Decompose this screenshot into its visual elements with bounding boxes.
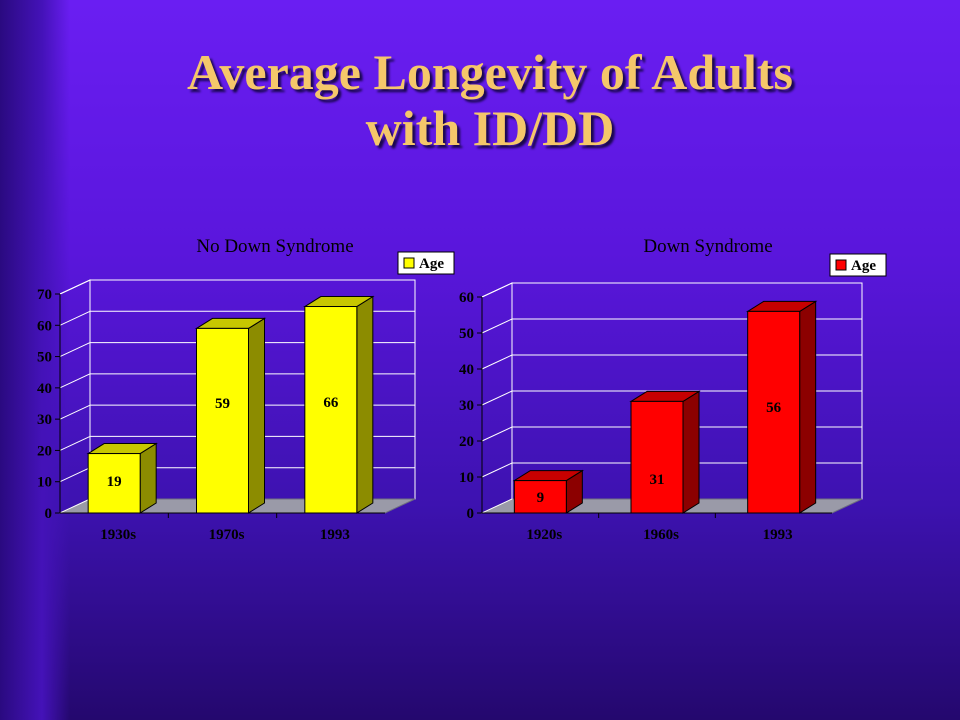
data-label-1: 9 xyxy=(537,490,545,506)
gridline-diag xyxy=(59,373,91,389)
y-tick-label: 10 xyxy=(37,475,52,491)
y-tick-label: 40 xyxy=(37,381,52,397)
x-tick-label-2: 1970s xyxy=(209,527,245,543)
bar-side-2 xyxy=(682,390,700,514)
slide-title: Average Longevity of Adults with ID/DD xyxy=(0,44,960,156)
slide-title-line2: with ID/DD xyxy=(365,100,615,156)
legend-label: Age xyxy=(851,258,876,274)
gridline-diag xyxy=(481,318,513,334)
bar-3 xyxy=(747,310,801,514)
y-tick-label: 40 xyxy=(459,362,474,378)
y-tick-label: 60 xyxy=(37,318,52,334)
gridline-diag xyxy=(59,435,91,451)
chart-1: 0 10 20 30 40 50 60 70 19 1930s 59 1970s 66 1993 No Do… xyxy=(37,236,455,543)
y-tick-label: 20 xyxy=(37,443,52,459)
y-tick-label: 60 xyxy=(459,290,474,306)
chart-title: No Down Syndrome xyxy=(196,236,353,257)
bar-3 xyxy=(304,306,358,514)
y-tick-label: 0 xyxy=(467,506,475,522)
gridline-diag xyxy=(59,404,91,420)
chart-2: 0 10 20 30 40 50 60 9 1920s 31 1960s 56 1993 Down Syn… xyxy=(459,236,887,543)
bar-side-1 xyxy=(139,442,157,514)
gridline-diag xyxy=(59,279,91,295)
data-label-2: 31 xyxy=(650,472,665,488)
y-tick-label: 10 xyxy=(459,470,474,486)
gridline-diag xyxy=(481,426,513,442)
gridline-diag xyxy=(481,282,513,298)
gridline-diag xyxy=(59,310,91,326)
data-label-3: 56 xyxy=(766,400,782,416)
x-tick-label-3: 1993 xyxy=(763,527,793,543)
y-tick-label: 50 xyxy=(37,350,52,366)
gridline-diag xyxy=(59,342,91,358)
bar-1 xyxy=(87,453,141,514)
data-label-2: 59 xyxy=(215,396,230,412)
bar-side-3 xyxy=(356,295,374,514)
y-tick-label: 0 xyxy=(45,506,53,522)
legend-label: Age xyxy=(419,256,444,272)
x-tick-label-1: 1920s xyxy=(526,527,562,543)
y-tick-label: 30 xyxy=(459,398,474,414)
x-tick-label-2: 1960s xyxy=(643,527,679,543)
gridline-diag xyxy=(481,354,513,370)
y-tick-label: 30 xyxy=(37,412,52,428)
x-tick-label-3: 1993 xyxy=(320,527,350,543)
gridline-diag xyxy=(481,390,513,406)
y-tick-label: 20 xyxy=(459,434,474,450)
legend-swatch xyxy=(835,259,847,271)
data-label-3: 66 xyxy=(323,395,339,411)
slide-title-line1: Average Longevity of Adults xyxy=(187,44,793,100)
legend: Age xyxy=(397,251,455,275)
y-tick-label: 70 xyxy=(37,287,52,303)
left-gradient-band xyxy=(0,0,70,720)
plot-side-wall xyxy=(59,279,91,514)
bar-2 xyxy=(196,327,249,514)
bar-2 xyxy=(630,400,684,514)
bar-side-3 xyxy=(799,300,817,514)
legend: Age xyxy=(829,253,887,277)
bar-1 xyxy=(513,480,567,514)
y-tick-label: 50 xyxy=(459,326,474,342)
legend-swatch xyxy=(403,257,415,269)
gridline-diag xyxy=(481,462,513,478)
data-label-1: 19 xyxy=(107,474,122,490)
chart-title: Down Syndrome xyxy=(643,236,772,257)
gridline-diag xyxy=(59,467,91,483)
bar-side-2 xyxy=(248,317,265,514)
x-tick-label-1: 1930s xyxy=(100,527,136,543)
